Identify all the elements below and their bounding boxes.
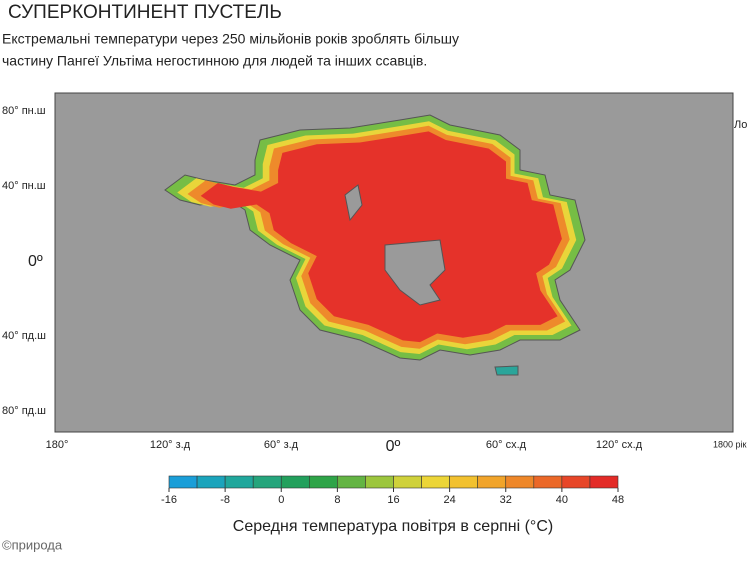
colorbar-tick-label: 8	[334, 494, 340, 506]
colorbar-segment	[477, 475, 507, 489]
colorbar-segment	[337, 475, 366, 489]
lon-label: 60° сх.д	[486, 439, 527, 451]
colorbar-segment	[224, 475, 254, 489]
colorbar-segment	[589, 475, 619, 489]
colorbar-tick-label: 40	[556, 494, 568, 506]
lon-label: 60° з.д	[264, 439, 299, 451]
subtitle-line: Екстремальні температури через 250 мільй…	[2, 31, 459, 47]
colorbar-segment	[168, 475, 198, 489]
lon-labels: 180° 120° з.д 60° з.д 0º 60° сх.д 120° с…	[46, 438, 747, 455]
lat-label: 0º	[28, 253, 43, 270]
colorbar-tick-label: 48	[612, 494, 624, 506]
colorbar-tick-label: -16	[161, 494, 177, 506]
colorbar-segment	[449, 475, 478, 489]
lat-label: 80° пн.ш	[2, 105, 46, 117]
lat-label: 40° пд.ш	[2, 330, 46, 342]
colorbar-segment	[421, 475, 450, 489]
credit: ©природа	[2, 537, 63, 552]
lon-label: 120° з.д	[150, 439, 191, 451]
continent	[164, 114, 586, 376]
colorbar-segment	[280, 475, 310, 489]
colorbar-tick-label: 32	[500, 494, 512, 506]
lat-labels: 80° пн.ш 40° пн.ш 0º 40° пд.ш 80° пд.ш	[2, 105, 46, 417]
colorbar-segment	[196, 475, 226, 489]
colorbar-segment	[561, 475, 591, 489]
colorbar-tick-label: 24	[444, 494, 456, 506]
lon-label: 180°	[46, 439, 69, 451]
colorbar-segment	[533, 475, 563, 489]
lon-label: 120° сх.д	[596, 439, 643, 451]
colorbar-segment	[393, 475, 422, 489]
lat-label: 80° пд.ш	[2, 405, 46, 417]
lon-label: 0º	[386, 438, 401, 455]
colorbar-tick-label: 16	[387, 494, 399, 506]
colorbar-segment	[252, 475, 282, 489]
colorbar: -16 -8 0 8 16 24 32 40 48	[161, 475, 624, 506]
colorbar-segment	[365, 475, 394, 489]
colorbar-tick-label: 0	[278, 494, 284, 506]
side-label: Ло	[734, 119, 747, 131]
colorbar-label: Середня температура повітря в серпні (°С…	[233, 518, 553, 535]
colorbar-tick-label: -8	[220, 494, 230, 506]
lat-label: 40° пн.ш	[2, 180, 46, 192]
subtitle-line: частину Пангеї Ультіма негостинною для л…	[2, 53, 427, 69]
title: СУПЕРКОНТИНЕНТ ПУСТЕЛЬ	[8, 2, 282, 23]
colorbar-segment	[505, 475, 535, 489]
lon-label: 1800 рік	[713, 439, 747, 449]
colorbar-segment	[309, 475, 338, 489]
